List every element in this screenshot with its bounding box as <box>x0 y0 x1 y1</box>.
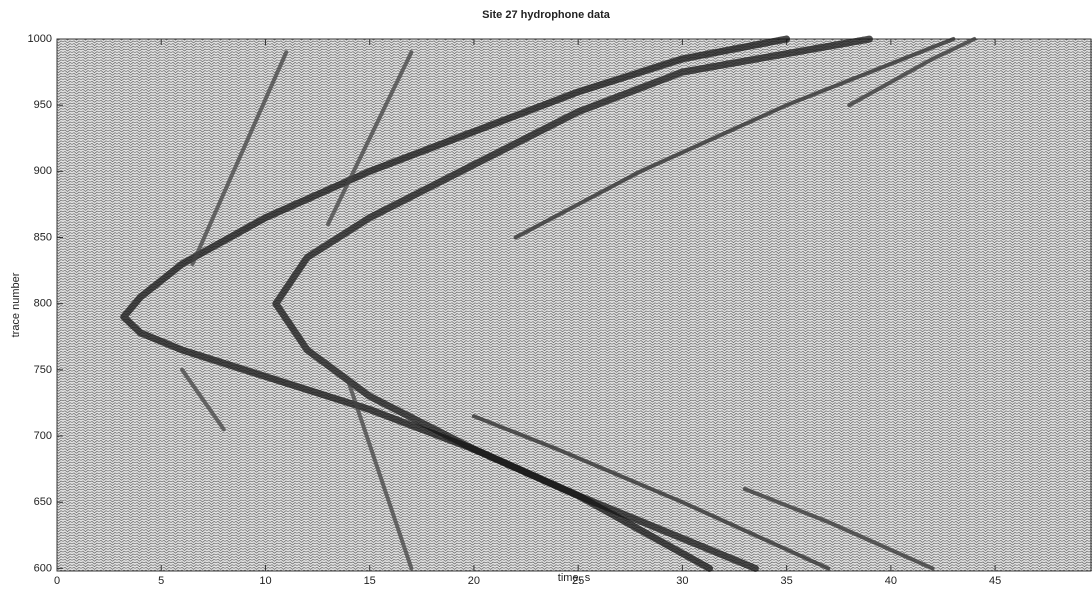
y-tick-label: 750 <box>34 364 52 376</box>
arrival-curve <box>513 37 956 240</box>
plot-frame <box>56 38 1092 572</box>
x-tick-label: 35 <box>781 575 793 584</box>
y-tick-label: 600 <box>34 562 52 574</box>
x-tick-label: 5 <box>158 575 164 584</box>
x-tick-label: 20 <box>468 575 480 584</box>
y-tick-label: 650 <box>34 496 52 508</box>
chart-title: Site 27 hydrophone data <box>482 9 611 21</box>
y-tick-label: 850 <box>34 231 52 243</box>
x-tick-label: 10 <box>259 575 271 584</box>
arrival-curve <box>272 35 874 572</box>
x-axis-label: time, s <box>558 572 591 584</box>
arrival-curve <box>120 35 791 572</box>
x-tick-label: 30 <box>676 575 688 584</box>
arrival-curve <box>180 367 226 432</box>
arrival-curve <box>471 414 831 571</box>
arrival-curve <box>742 487 935 571</box>
y-tick-label: 900 <box>34 165 52 177</box>
y-axis-label: trace number <box>10 272 22 337</box>
y-tick-label: 800 <box>34 298 52 310</box>
arrival-curve <box>847 37 977 108</box>
arrival-curve <box>346 381 414 571</box>
x-tick-label: 15 <box>364 575 376 584</box>
x-tick-label: 40 <box>885 575 897 584</box>
x-tick-label: 25 <box>572 575 584 584</box>
y-tick-label: 950 <box>34 99 52 111</box>
x-tick-label: 45 <box>989 575 1001 584</box>
x-tick-label: 0 <box>54 575 60 584</box>
arrival-curve <box>190 50 289 266</box>
arrival-curve <box>326 50 414 227</box>
y-tick-label: 1000 <box>28 33 52 45</box>
y-tick-label: 700 <box>34 430 52 442</box>
trace-texture <box>57 39 1092 571</box>
